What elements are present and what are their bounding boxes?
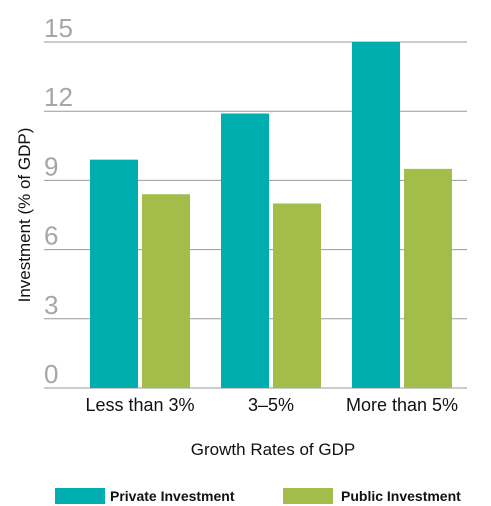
- y-tick-label: 9: [44, 151, 58, 181]
- y-tick-label: 15: [44, 13, 73, 43]
- bar-public-0: [142, 194, 190, 388]
- y-axis-label: Investment (% of GDP): [15, 128, 34, 303]
- legend: Private Investment Public Investment: [55, 488, 461, 504]
- legend-swatch-public: [283, 488, 333, 504]
- x-tick-label: 3–5%: [248, 395, 294, 415]
- x-tick-labels: Less than 3% 3–5% More than 5%: [85, 395, 458, 415]
- legend-label-public: Public Investment: [341, 488, 461, 504]
- bars: [90, 42, 452, 389]
- bar-private-0: [90, 159, 138, 388]
- y-tick-label: 0: [44, 359, 58, 389]
- y-tick-label: 3: [44, 290, 58, 320]
- bar-public-1: [273, 203, 321, 388]
- x-tick-label: More than 5%: [346, 395, 458, 415]
- x-tick-label: Less than 3%: [85, 395, 194, 415]
- y-tick-label: 6: [44, 221, 58, 251]
- bar-public-2: [404, 168, 452, 388]
- legend-swatch-private: [55, 488, 105, 504]
- legend-label-private: Private Investment: [110, 488, 235, 504]
- y-tick-label: 12: [44, 82, 73, 112]
- bar-private-2: [352, 42, 400, 388]
- y-tick-labels: 0 3 6 9 12 15: [44, 13, 73, 389]
- bar-private-1: [221, 113, 269, 389]
- x-axis-label: Growth Rates of GDP: [191, 440, 355, 459]
